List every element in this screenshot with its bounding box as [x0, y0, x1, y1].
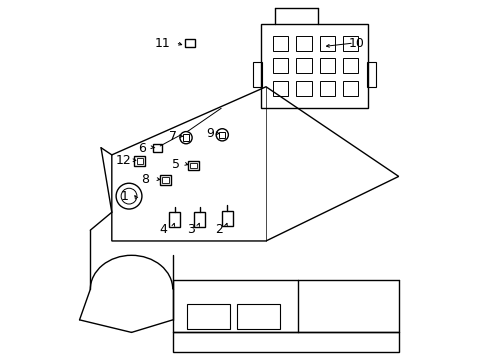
- Bar: [319, 36, 334, 51]
- Bar: [273, 81, 287, 96]
- Bar: [319, 58, 334, 73]
- Bar: [319, 81, 334, 96]
- Text: 2: 2: [214, 222, 222, 236]
- Circle shape: [180, 132, 192, 144]
- Text: 12: 12: [116, 154, 132, 167]
- Bar: [160, 175, 171, 185]
- Bar: [260, 24, 367, 108]
- Text: 4: 4: [159, 222, 167, 236]
- Bar: [183, 134, 189, 141]
- Text: 7: 7: [168, 130, 177, 143]
- Bar: [136, 158, 142, 163]
- Bar: [134, 156, 145, 166]
- Bar: [296, 58, 311, 73]
- Circle shape: [121, 188, 137, 204]
- Bar: [343, 81, 357, 96]
- Bar: [188, 161, 199, 170]
- Text: 6: 6: [138, 141, 145, 154]
- Text: 10: 10: [348, 37, 364, 50]
- Bar: [169, 212, 180, 227]
- Text: 3: 3: [187, 222, 195, 236]
- Text: 11: 11: [155, 37, 170, 50]
- Bar: [273, 58, 287, 73]
- Bar: [343, 58, 357, 73]
- Bar: [222, 211, 232, 226]
- Bar: [343, 36, 357, 51]
- Circle shape: [116, 183, 142, 209]
- Bar: [296, 36, 311, 51]
- Bar: [194, 212, 204, 227]
- Bar: [296, 81, 311, 96]
- Text: 1: 1: [121, 190, 129, 203]
- Bar: [153, 144, 162, 152]
- Bar: [187, 304, 230, 329]
- Bar: [219, 132, 225, 138]
- Bar: [162, 177, 168, 183]
- Text: 9: 9: [206, 127, 214, 140]
- Bar: [237, 304, 280, 329]
- Bar: [190, 163, 196, 168]
- Bar: [366, 62, 375, 87]
- Bar: [185, 40, 194, 46]
- Bar: [273, 36, 287, 51]
- Text: 5: 5: [172, 158, 180, 171]
- Bar: [252, 62, 262, 87]
- Circle shape: [216, 129, 228, 141]
- Text: 8: 8: [141, 173, 148, 186]
- Bar: [172, 332, 398, 352]
